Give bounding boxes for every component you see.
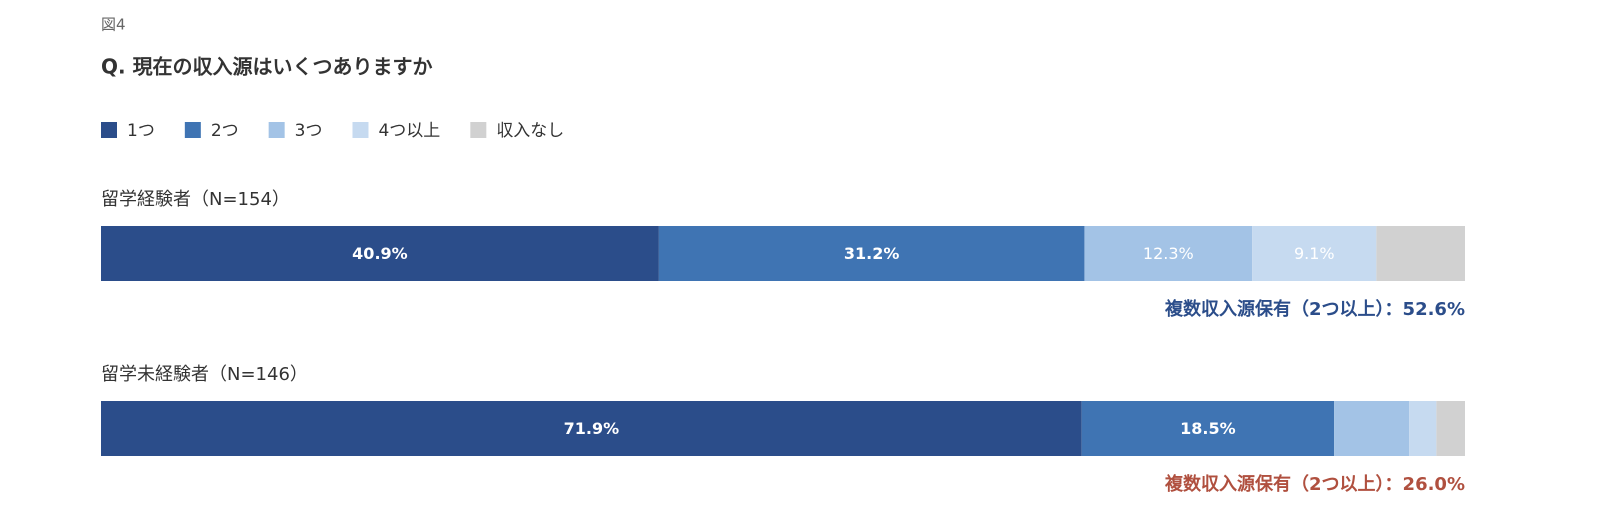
bar-segment [1084,226,1253,281]
value-label: 18.5% [1180,419,1236,438]
bar-segment [1436,401,1465,456]
bar-segment [1081,401,1335,456]
legend-swatch [352,122,369,138]
value-label: 31.2% [844,244,900,263]
bar-segment [101,401,1082,456]
category-label: 留学経験者（N=154） [101,189,290,210]
figure-label: 図4 [101,16,126,34]
legend-label: 3つ [295,121,323,141]
legend-swatch [470,122,487,138]
bar-segment [101,226,659,281]
bar-segment [658,226,1085,281]
annotation: 複数収入源保有（2つ以上）：26.0% [1164,473,1465,495]
legend-swatch [184,122,201,138]
value-label: 9.1% [1294,244,1335,263]
annotation: 複数収入源保有（2つ以上）：52.6% [1164,298,1465,320]
legend-label: 1つ [127,121,155,141]
legend-swatch [268,122,285,138]
category-label: 留学未経験者（N=146） [101,364,308,385]
bar-segment [1334,401,1410,456]
value-label: 12.3% [1143,244,1194,263]
value-label: 71.9% [564,419,620,438]
bar-segment [1376,226,1465,281]
bar-segment [1252,226,1377,281]
legend-swatch [101,122,117,138]
chart-title: Q. 現在の収入源はいくつありますか [101,55,433,79]
legend-label: 2つ [211,121,239,141]
legend-label: 収入なし [496,121,564,141]
legend-label: 4つ以上 [378,121,440,141]
bar-segment [1409,401,1437,456]
value-label: 40.9% [352,244,408,263]
